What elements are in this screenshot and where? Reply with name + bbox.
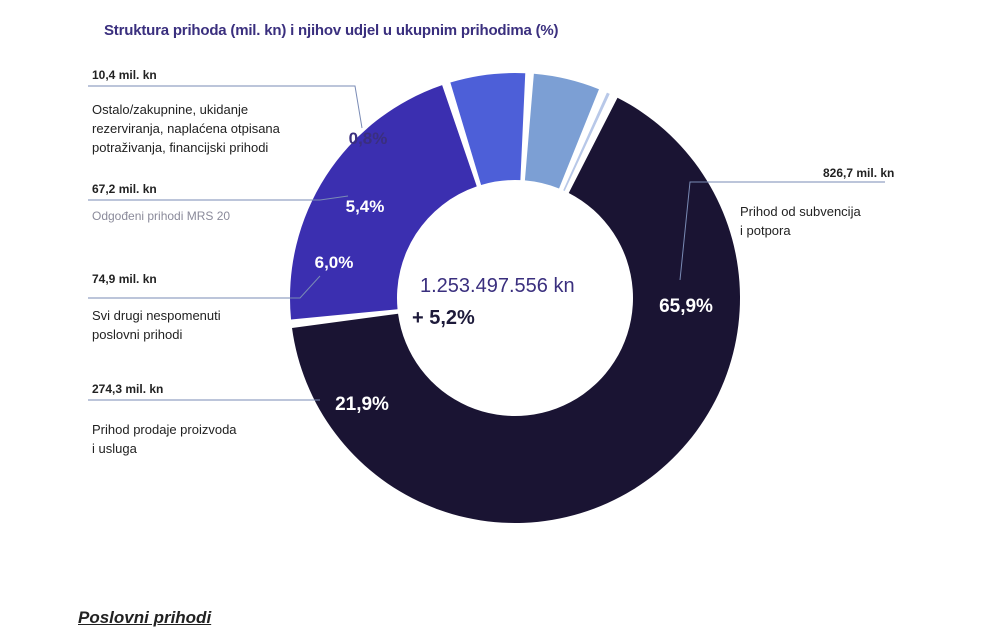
annotation-label-line: Prihod od subvencija [740, 204, 861, 219]
slice-subvencije [292, 97, 740, 523]
section-heading: Poslovni prihodi [78, 608, 212, 627]
slice-percent-label-svi-drugi: 6,0% [315, 253, 354, 272]
annotation-label-line: Prihod prodaje proizvoda [92, 422, 237, 437]
slice-percent-label-prodaja: 21,9% [335, 394, 389, 415]
annotation-value-ostalo: 10,4 mil. kn [92, 68, 157, 82]
leader-line-odgodeni [88, 195, 349, 201]
annotation-label-svi-drugi: Svi drugi nespomenuti poslovni prihodi [92, 306, 221, 344]
leader-line-svi-drugi [88, 275, 321, 299]
chart-title: Struktura prihoda (mil. kn) i njihov udj… [104, 22, 559, 39]
annotation-label-odgodeni: Odgođeni prihodi MRS 20 [92, 209, 231, 223]
annotation-value-prodaja: 274,3 mil. kn [92, 382, 164, 396]
slice-percent-label-subvencije: 65,9% [659, 296, 713, 317]
slice-prodaja [290, 85, 477, 320]
annotation-value-odgodeni: 67,2 mil. kn [92, 182, 157, 196]
annotation-label-subvencije: Prihod od subvencija i potpora [740, 202, 861, 240]
annotation-label-line: i potpora [740, 223, 791, 238]
annotation-value-svi-drugi: 74,9 mil. kn [92, 272, 157, 286]
slice-percent-label-odgodeni: 5,4% [346, 197, 385, 216]
leader-line-subvencije [679, 181, 885, 281]
annotation-label-line: poslovni prihodi [92, 327, 183, 342]
center-total: 1.253.497.556 kn [420, 275, 575, 297]
annotation-label-line: Svi drugi nespomenuti [92, 308, 221, 323]
slice-ostalo [563, 92, 610, 191]
annotation-value-subvencije: 826,7 mil. kn [823, 166, 895, 180]
annotation-label-line: rezerviranja, naplaćena otpisana [92, 121, 280, 136]
annotation-label-line: Ostalo/zakupnine, ukidanje [92, 102, 249, 117]
slice-odgodeni [524, 73, 599, 189]
annotation-label-ostalo: Ostalo/zakupnine, ukidanje rezerviranja,… [92, 100, 280, 157]
annotation-label-prodaja: Prihod prodaje proizvoda i usluga [92, 420, 237, 458]
slice-svi-drugi [450, 73, 526, 185]
annotation-label-line: i usluga [92, 441, 137, 456]
slice-percent-label-ostalo: 0,8% [349, 129, 388, 148]
annotation-label-line: potraživanja, financijski prihodi [92, 140, 269, 155]
center-growth: + 5,2% [412, 307, 475, 329]
leader-line-ostalo [88, 85, 363, 129]
